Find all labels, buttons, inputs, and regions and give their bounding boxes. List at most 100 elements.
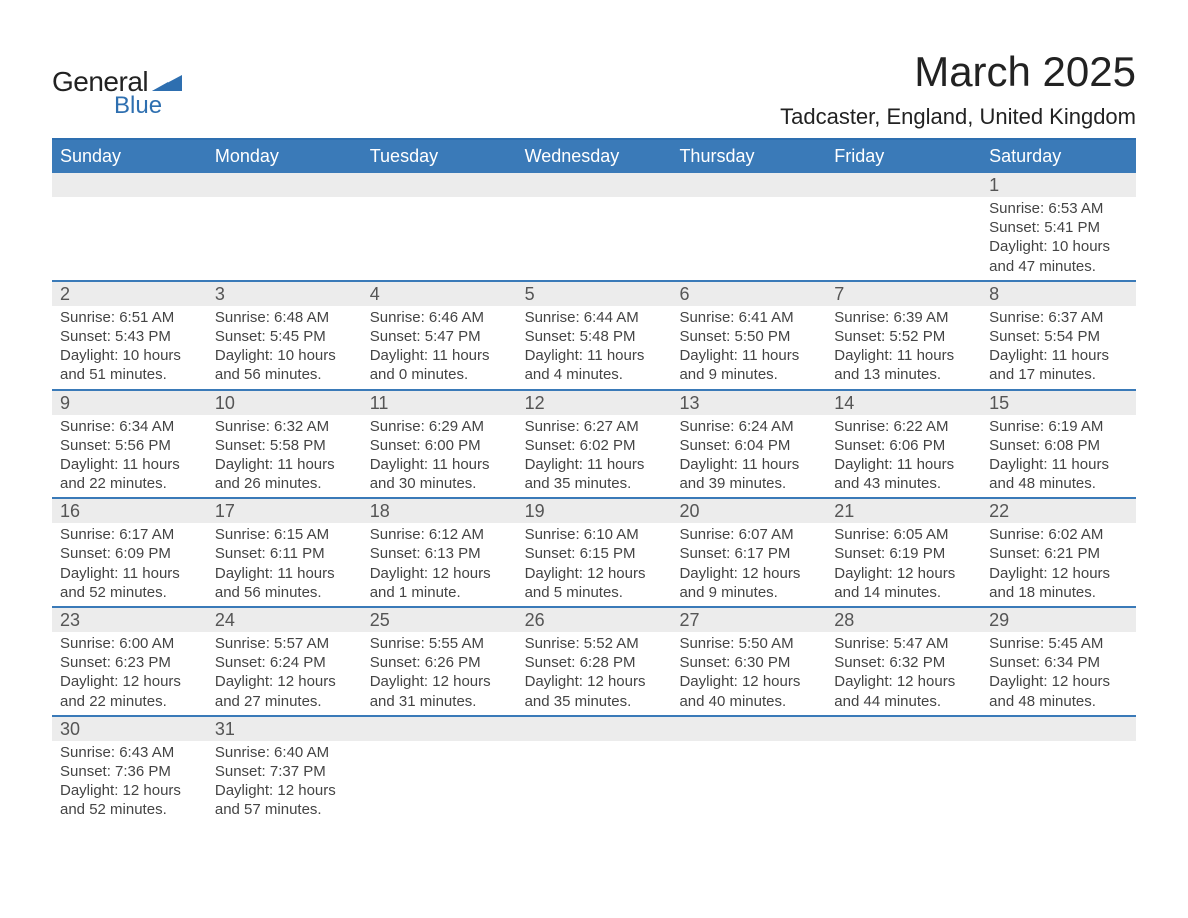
day-cell — [517, 173, 672, 280]
day-details: Sunrise: 6:37 AMSunset: 5:54 PMDaylight:… — [981, 306, 1136, 389]
day-details: Sunrise: 6:34 AMSunset: 5:56 PMDaylight:… — [52, 415, 207, 498]
sunrise-line: Sunrise: 6:41 AM — [679, 308, 818, 327]
daylight-line: Daylight: 10 hours and 56 minutes. — [215, 346, 354, 384]
day-cell: 6Sunrise: 6:41 AMSunset: 5:50 PMDaylight… — [671, 282, 826, 389]
daylight-line: Daylight: 11 hours and 48 minutes. — [989, 455, 1128, 493]
day-details: Sunrise: 6:15 AMSunset: 6:11 PMDaylight:… — [207, 523, 362, 606]
daylight-line: Daylight: 11 hours and 35 minutes. — [525, 455, 664, 493]
location-subtitle: Tadcaster, England, United Kingdom — [780, 104, 1136, 130]
day-header: Saturday — [981, 140, 1136, 173]
day-number — [207, 173, 362, 197]
day-number: 30 — [52, 717, 207, 741]
sunset-line: Sunset: 6:19 PM — [834, 544, 973, 563]
day-cell: 1Sunrise: 6:53 AMSunset: 5:41 PMDaylight… — [981, 173, 1136, 280]
day-number: 12 — [517, 391, 672, 415]
sunrise-line: Sunrise: 6:22 AM — [834, 417, 973, 436]
day-cell: 13Sunrise: 6:24 AMSunset: 6:04 PMDayligh… — [671, 391, 826, 498]
day-cell: 8Sunrise: 6:37 AMSunset: 5:54 PMDaylight… — [981, 282, 1136, 389]
sunset-line: Sunset: 6:06 PM — [834, 436, 973, 455]
day-header: Wednesday — [517, 140, 672, 173]
day-details: Sunrise: 6:41 AMSunset: 5:50 PMDaylight:… — [671, 306, 826, 389]
daylight-line: Daylight: 11 hours and 13 minutes. — [834, 346, 973, 384]
week-row: 16Sunrise: 6:17 AMSunset: 6:09 PMDayligh… — [52, 499, 1136, 608]
day-header-row: Sunday Monday Tuesday Wednesday Thursday… — [52, 140, 1136, 173]
day-number: 24 — [207, 608, 362, 632]
day-details: Sunrise: 5:45 AMSunset: 6:34 PMDaylight:… — [981, 632, 1136, 715]
daylight-line: Daylight: 11 hours and 30 minutes. — [370, 455, 509, 493]
daylight-line: Daylight: 11 hours and 22 minutes. — [60, 455, 199, 493]
sunset-line: Sunset: 6:09 PM — [60, 544, 199, 563]
page-header: General Blue March 2025 Tadcaster, Engla… — [52, 48, 1136, 130]
sunrise-line: Sunrise: 6:24 AM — [679, 417, 818, 436]
sunrise-line: Sunrise: 5:47 AM — [834, 634, 973, 653]
sunset-line: Sunset: 6:21 PM — [989, 544, 1128, 563]
day-details: Sunrise: 5:50 AMSunset: 6:30 PMDaylight:… — [671, 632, 826, 715]
day-details: Sunrise: 6:29 AMSunset: 6:00 PMDaylight:… — [362, 415, 517, 498]
day-cell — [362, 173, 517, 280]
day-number: 8 — [981, 282, 1136, 306]
day-header: Thursday — [671, 140, 826, 173]
day-header: Tuesday — [362, 140, 517, 173]
day-number: 18 — [362, 499, 517, 523]
day-number: 26 — [517, 608, 672, 632]
sunset-line: Sunset: 6:32 PM — [834, 653, 973, 672]
day-number: 17 — [207, 499, 362, 523]
day-number: 25 — [362, 608, 517, 632]
day-number — [52, 173, 207, 197]
day-number — [362, 717, 517, 741]
day-cell: 17Sunrise: 6:15 AMSunset: 6:11 PMDayligh… — [207, 499, 362, 606]
day-cell — [671, 717, 826, 824]
day-cell: 11Sunrise: 6:29 AMSunset: 6:00 PMDayligh… — [362, 391, 517, 498]
sunrise-line: Sunrise: 5:50 AM — [679, 634, 818, 653]
day-number: 27 — [671, 608, 826, 632]
day-number: 10 — [207, 391, 362, 415]
week-row: 2Sunrise: 6:51 AMSunset: 5:43 PMDaylight… — [52, 282, 1136, 391]
daylight-line: Daylight: 12 hours and 5 minutes. — [525, 564, 664, 602]
sunset-line: Sunset: 5:58 PM — [215, 436, 354, 455]
sunset-line: Sunset: 6:11 PM — [215, 544, 354, 563]
day-cell: 5Sunrise: 6:44 AMSunset: 5:48 PMDaylight… — [517, 282, 672, 389]
day-header: Sunday — [52, 140, 207, 173]
sunrise-line: Sunrise: 6:37 AM — [989, 308, 1128, 327]
sunrise-line: Sunrise: 6:34 AM — [60, 417, 199, 436]
day-details: Sunrise: 6:48 AMSunset: 5:45 PMDaylight:… — [207, 306, 362, 389]
sunrise-line: Sunrise: 6:00 AM — [60, 634, 199, 653]
day-number: 1 — [981, 173, 1136, 197]
day-cell — [826, 717, 981, 824]
day-details: Sunrise: 5:52 AMSunset: 6:28 PMDaylight:… — [517, 632, 672, 715]
sunrise-line: Sunrise: 6:07 AM — [679, 525, 818, 544]
day-cell — [362, 717, 517, 824]
sunset-line: Sunset: 6:08 PM — [989, 436, 1128, 455]
day-cell: 10 Sunrise: 6:32 AMSunset: 5:58 PMDayligh… — [207, 391, 362, 498]
daylight-line: Daylight: 11 hours and 39 minutes. — [679, 455, 818, 493]
sunset-line: Sunset: 5:45 PM — [215, 327, 354, 346]
week-row: 23Sunrise: 6:00 AMSunset: 6:23 PMDayligh… — [52, 608, 1136, 717]
sunrise-line: Sunrise: 6:10 AM — [525, 525, 664, 544]
sunrise-line: Sunrise: 6:32 AM — [215, 417, 354, 436]
daylight-line: Daylight: 11 hours and 43 minutes. — [834, 455, 973, 493]
day-number — [362, 173, 517, 197]
day-number: 23 — [52, 608, 207, 632]
sunrise-line: Sunrise: 6:40 AM — [215, 743, 354, 762]
daylight-line: Daylight: 11 hours and 26 minutes. — [215, 455, 354, 493]
day-cell: 31Sunrise: 6:40 AMSunset: 7:37 PMDayligh… — [207, 717, 362, 824]
day-number: 31 — [207, 717, 362, 741]
daylight-line: Daylight: 12 hours and 57 minutes. — [215, 781, 354, 819]
sunrise-line: Sunrise: 5:45 AM — [989, 634, 1128, 653]
day-details: Sunrise: 5:55 AMSunset: 6:26 PMDaylight:… — [362, 632, 517, 715]
sunrise-line: Sunrise: 6:48 AM — [215, 308, 354, 327]
sunset-line: Sunset: 5:47 PM — [370, 327, 509, 346]
day-cell — [671, 173, 826, 280]
day-number: 4 — [362, 282, 517, 306]
week-row: 30Sunrise: 6:43 AMSunset: 7:36 PMDayligh… — [52, 717, 1136, 824]
day-number: 19 — [517, 499, 672, 523]
day-details: Sunrise: 6:39 AMSunset: 5:52 PMDaylight:… — [826, 306, 981, 389]
sunrise-line: Sunrise: 6:51 AM — [60, 308, 199, 327]
sunset-line: Sunset: 5:43 PM — [60, 327, 199, 346]
daylight-line: Daylight: 12 hours and 18 minutes. — [989, 564, 1128, 602]
sunrise-line: Sunrise: 5:55 AM — [370, 634, 509, 653]
day-number: 22 — [981, 499, 1136, 523]
sunset-line: Sunset: 5:48 PM — [525, 327, 664, 346]
day-number: 6 — [671, 282, 826, 306]
day-cell: 30Sunrise: 6:43 AMSunset: 7:36 PMDayligh… — [52, 717, 207, 824]
